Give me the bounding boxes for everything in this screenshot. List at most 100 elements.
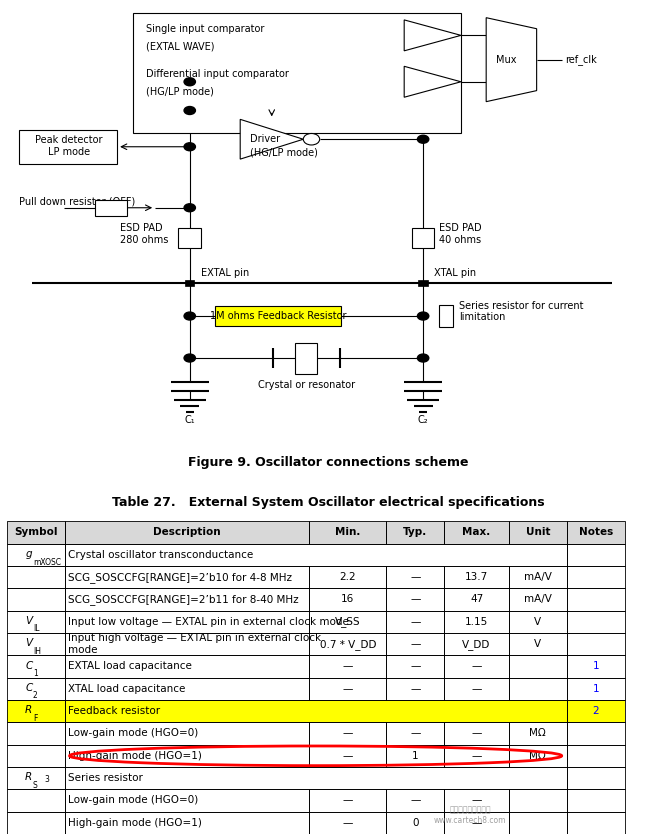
Bar — [567, 656, 625, 677]
Bar — [444, 633, 509, 656]
Text: 1: 1 — [412, 751, 419, 761]
Bar — [7, 610, 64, 633]
Bar — [7, 544, 64, 566]
Text: —: — — [343, 751, 353, 761]
Text: V: V — [25, 615, 32, 626]
Text: —: — — [410, 728, 420, 738]
Bar — [444, 677, 509, 700]
Bar — [309, 588, 386, 610]
Bar — [567, 745, 625, 767]
Text: (HG/LP mode): (HG/LP mode) — [146, 86, 214, 96]
Text: Series resistor for current
limitation: Series resistor for current limitation — [459, 301, 583, 323]
Bar — [309, 521, 386, 544]
Bar — [309, 656, 386, 677]
Text: SCG_SOSCCFG[RANGE]=2’b10 for 4-8 MHz: SCG_SOSCCFG[RANGE]=2’b10 for 4-8 MHz — [68, 571, 292, 583]
Text: g: g — [26, 549, 32, 559]
Circle shape — [417, 312, 429, 320]
Text: 2.2: 2.2 — [340, 572, 356, 582]
Bar — [509, 521, 567, 544]
Bar — [567, 566, 625, 588]
Bar — [509, 656, 567, 677]
Bar — [444, 722, 509, 745]
Text: 中国汽车工程师之家
www.cartech8.com: 中国汽车工程师之家 www.cartech8.com — [434, 806, 507, 825]
Bar — [64, 700, 567, 722]
Text: XTAL pin: XTAL pin — [434, 268, 476, 278]
Bar — [7, 677, 64, 700]
Bar — [64, 544, 567, 566]
Circle shape — [184, 203, 195, 212]
Text: Low-gain mode (HGO=0): Low-gain mode (HGO=0) — [68, 796, 198, 806]
Bar — [386, 588, 444, 610]
Bar — [509, 566, 567, 588]
Text: —: — — [472, 661, 482, 671]
Text: mA/V: mA/V — [524, 595, 552, 605]
Bar — [444, 656, 509, 677]
Bar — [444, 610, 509, 633]
Bar — [386, 521, 444, 544]
Bar — [509, 610, 567, 633]
Bar — [64, 722, 309, 745]
Bar — [185, 279, 194, 286]
Bar — [509, 745, 567, 767]
Bar — [7, 588, 64, 610]
Text: —: — — [472, 728, 482, 738]
Bar — [567, 767, 625, 789]
Polygon shape — [404, 20, 461, 51]
Bar — [64, 566, 309, 588]
Bar — [567, 811, 625, 834]
Bar — [64, 566, 309, 588]
Text: MΩ: MΩ — [530, 728, 546, 738]
Text: V_SS: V_SS — [335, 616, 361, 627]
Bar — [386, 677, 444, 700]
Bar — [7, 610, 64, 633]
Bar — [7, 566, 64, 588]
Bar — [64, 700, 567, 722]
Bar — [509, 633, 567, 656]
Bar — [567, 521, 625, 544]
Bar — [444, 789, 509, 811]
Bar — [439, 305, 453, 327]
Bar — [509, 811, 567, 834]
Bar — [64, 789, 309, 811]
Bar — [444, 677, 509, 700]
Bar — [64, 633, 309, 656]
Bar — [444, 521, 509, 544]
Bar — [7, 656, 64, 677]
Bar — [64, 544, 567, 566]
Text: 16: 16 — [341, 595, 354, 605]
Text: Single input comparator: Single input comparator — [146, 24, 264, 34]
Bar — [64, 656, 309, 677]
Bar — [444, 566, 509, 588]
Bar — [7, 700, 64, 722]
Circle shape — [184, 143, 195, 151]
Text: 2: 2 — [593, 706, 599, 716]
Bar — [567, 633, 625, 656]
Text: High-gain mode (HGO=1): High-gain mode (HGO=1) — [68, 751, 202, 761]
Text: C: C — [25, 661, 32, 671]
Bar — [7, 745, 64, 767]
Text: Typ.: Typ. — [403, 527, 428, 537]
Bar — [64, 521, 309, 544]
Bar — [567, 544, 625, 566]
Text: Differential input comparator: Differential input comparator — [146, 68, 288, 78]
Bar — [509, 588, 567, 610]
Bar — [567, 544, 625, 566]
Bar — [309, 677, 386, 700]
Bar — [509, 677, 567, 700]
Bar — [509, 633, 567, 656]
Text: High-gain mode (HGO=1): High-gain mode (HGO=1) — [68, 818, 202, 828]
Text: Pull down resistor (OFF): Pull down resistor (OFF) — [20, 196, 136, 206]
Polygon shape — [404, 67, 461, 98]
Bar — [386, 722, 444, 745]
Bar — [386, 588, 444, 610]
Bar — [567, 521, 625, 544]
Bar — [386, 811, 444, 834]
Bar — [444, 811, 509, 834]
Bar — [444, 610, 509, 633]
Bar — [309, 789, 386, 811]
Bar — [567, 588, 625, 610]
Bar — [444, 745, 509, 767]
Bar — [444, 656, 509, 677]
Text: mXOSC: mXOSC — [34, 558, 62, 567]
Bar — [215, 306, 341, 326]
